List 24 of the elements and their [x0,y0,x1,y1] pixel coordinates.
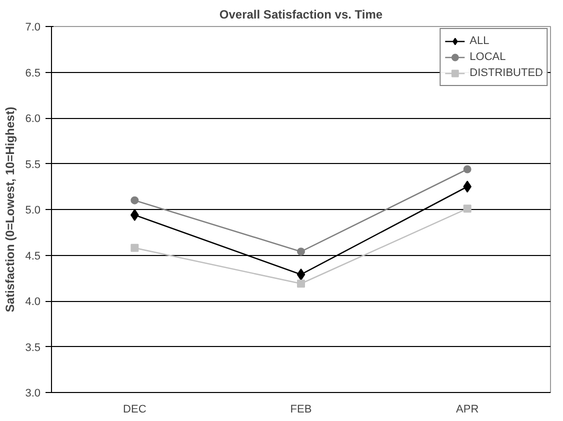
x-tick-label: APR [456,404,479,416]
y-tick-label: 6.0 [25,113,41,125]
legend-label: DISTRIBUTED [470,66,543,81]
x-tick-label: DEC [123,404,146,416]
y-tick-label: 4.0 [25,296,41,308]
y-tick-label: 5.5 [25,158,41,171]
point [297,248,305,256]
x-tick-label: FEB [290,404,312,416]
y-tick-label: 7.0 [25,22,41,34]
y-axis-title: Satisfaction (0=Lowest, 10=Highest) [3,106,18,312]
legend-label: ALL [470,34,490,49]
y-tick-label: 5.0 [25,204,41,216]
point [296,268,306,280]
legend-label: LOCAL [470,50,506,65]
y-tick-label: 3.5 [25,342,41,354]
point [297,280,305,288]
y-tick-label: 6.5 [25,67,41,80]
point [463,204,472,213]
y-tick-label: 4.5 [25,250,41,262]
point [463,165,472,174]
y-tick-label: 3.0 [25,388,41,400]
point [130,196,139,204]
point [130,244,139,252]
chart-title: Overall Satisfaction vs. Time [219,8,383,22]
